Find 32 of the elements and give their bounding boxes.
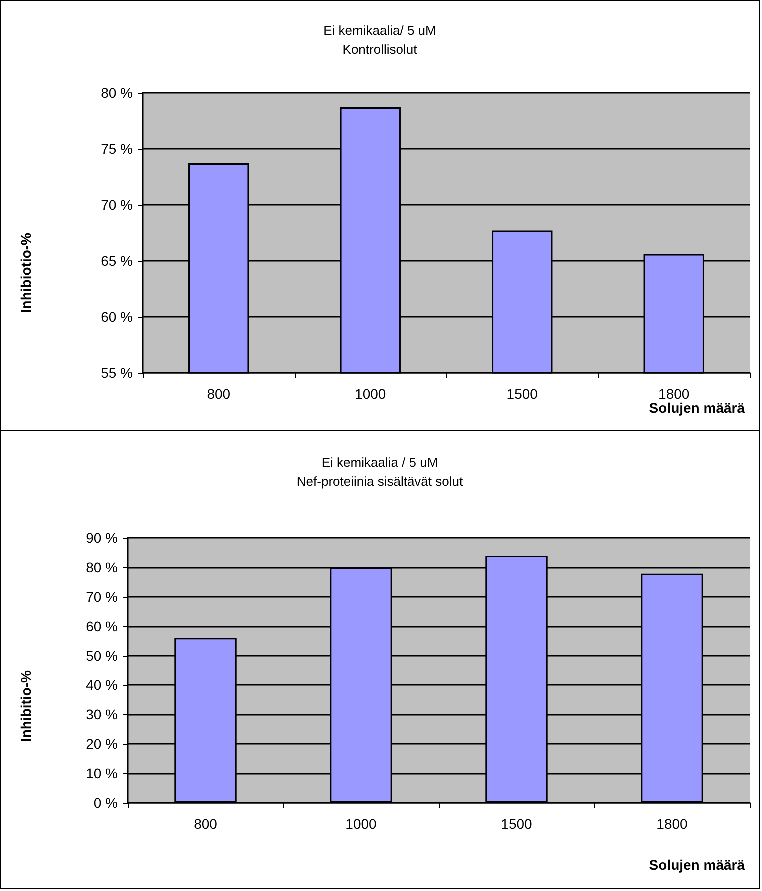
- y-tick-label: 30 %: [86, 706, 118, 723]
- y-tick-label: 80 %: [86, 559, 118, 576]
- y-tick-label: 80 %: [101, 85, 133, 101]
- y-tick-label: 70 %: [86, 588, 118, 605]
- y-axis-title: Inhibiotio-%: [18, 232, 34, 314]
- y-tick-label: 55 %: [101, 365, 133, 381]
- y-tick-label: 10 %: [86, 766, 118, 782]
- y-tick-label: 0 %: [94, 795, 118, 811]
- y-tick-label: 70 %: [101, 197, 133, 213]
- x-tick-label: 1500: [501, 816, 533, 832]
- y-tick-label: 75 %: [101, 141, 133, 157]
- chart-title: Ei kemikaalia/ 5 uM: [324, 23, 436, 38]
- x-tick-label: 1800: [658, 386, 690, 402]
- x-axis-title: Solujen määrä: [649, 400, 746, 416]
- chart-subtitle: Kontrollisolut: [342, 42, 418, 57]
- y-tick-label: 20 %: [86, 736, 118, 752]
- y-tick-label: 60 %: [101, 309, 133, 325]
- y-axis-title: Inhibitio-%: [18, 670, 34, 742]
- x-tick-label: 1500: [506, 386, 538, 402]
- x-axis-title: Solujen määrä: [649, 857, 746, 873]
- y-tick-label: 50 %: [86, 648, 118, 664]
- x-tick-label: 800: [194, 816, 218, 832]
- x-tick-label: 1000: [346, 816, 378, 832]
- y-tick-label: 60 %: [86, 618, 118, 634]
- y-tick-label: 40 %: [86, 677, 118, 694]
- x-tick-label: 800: [207, 386, 231, 402]
- x-tick-label: 1800: [656, 816, 688, 832]
- y-tick-label: 65 %: [101, 253, 133, 269]
- chart-subtitle: Nef-proteiinia sisältävät solut: [296, 474, 464, 489]
- chart-title: Ei kemikaalia / 5 uM: [322, 455, 438, 470]
- x-tick-label: 1000: [355, 386, 386, 402]
- y-tick-label: 90 %: [86, 530, 118, 546]
